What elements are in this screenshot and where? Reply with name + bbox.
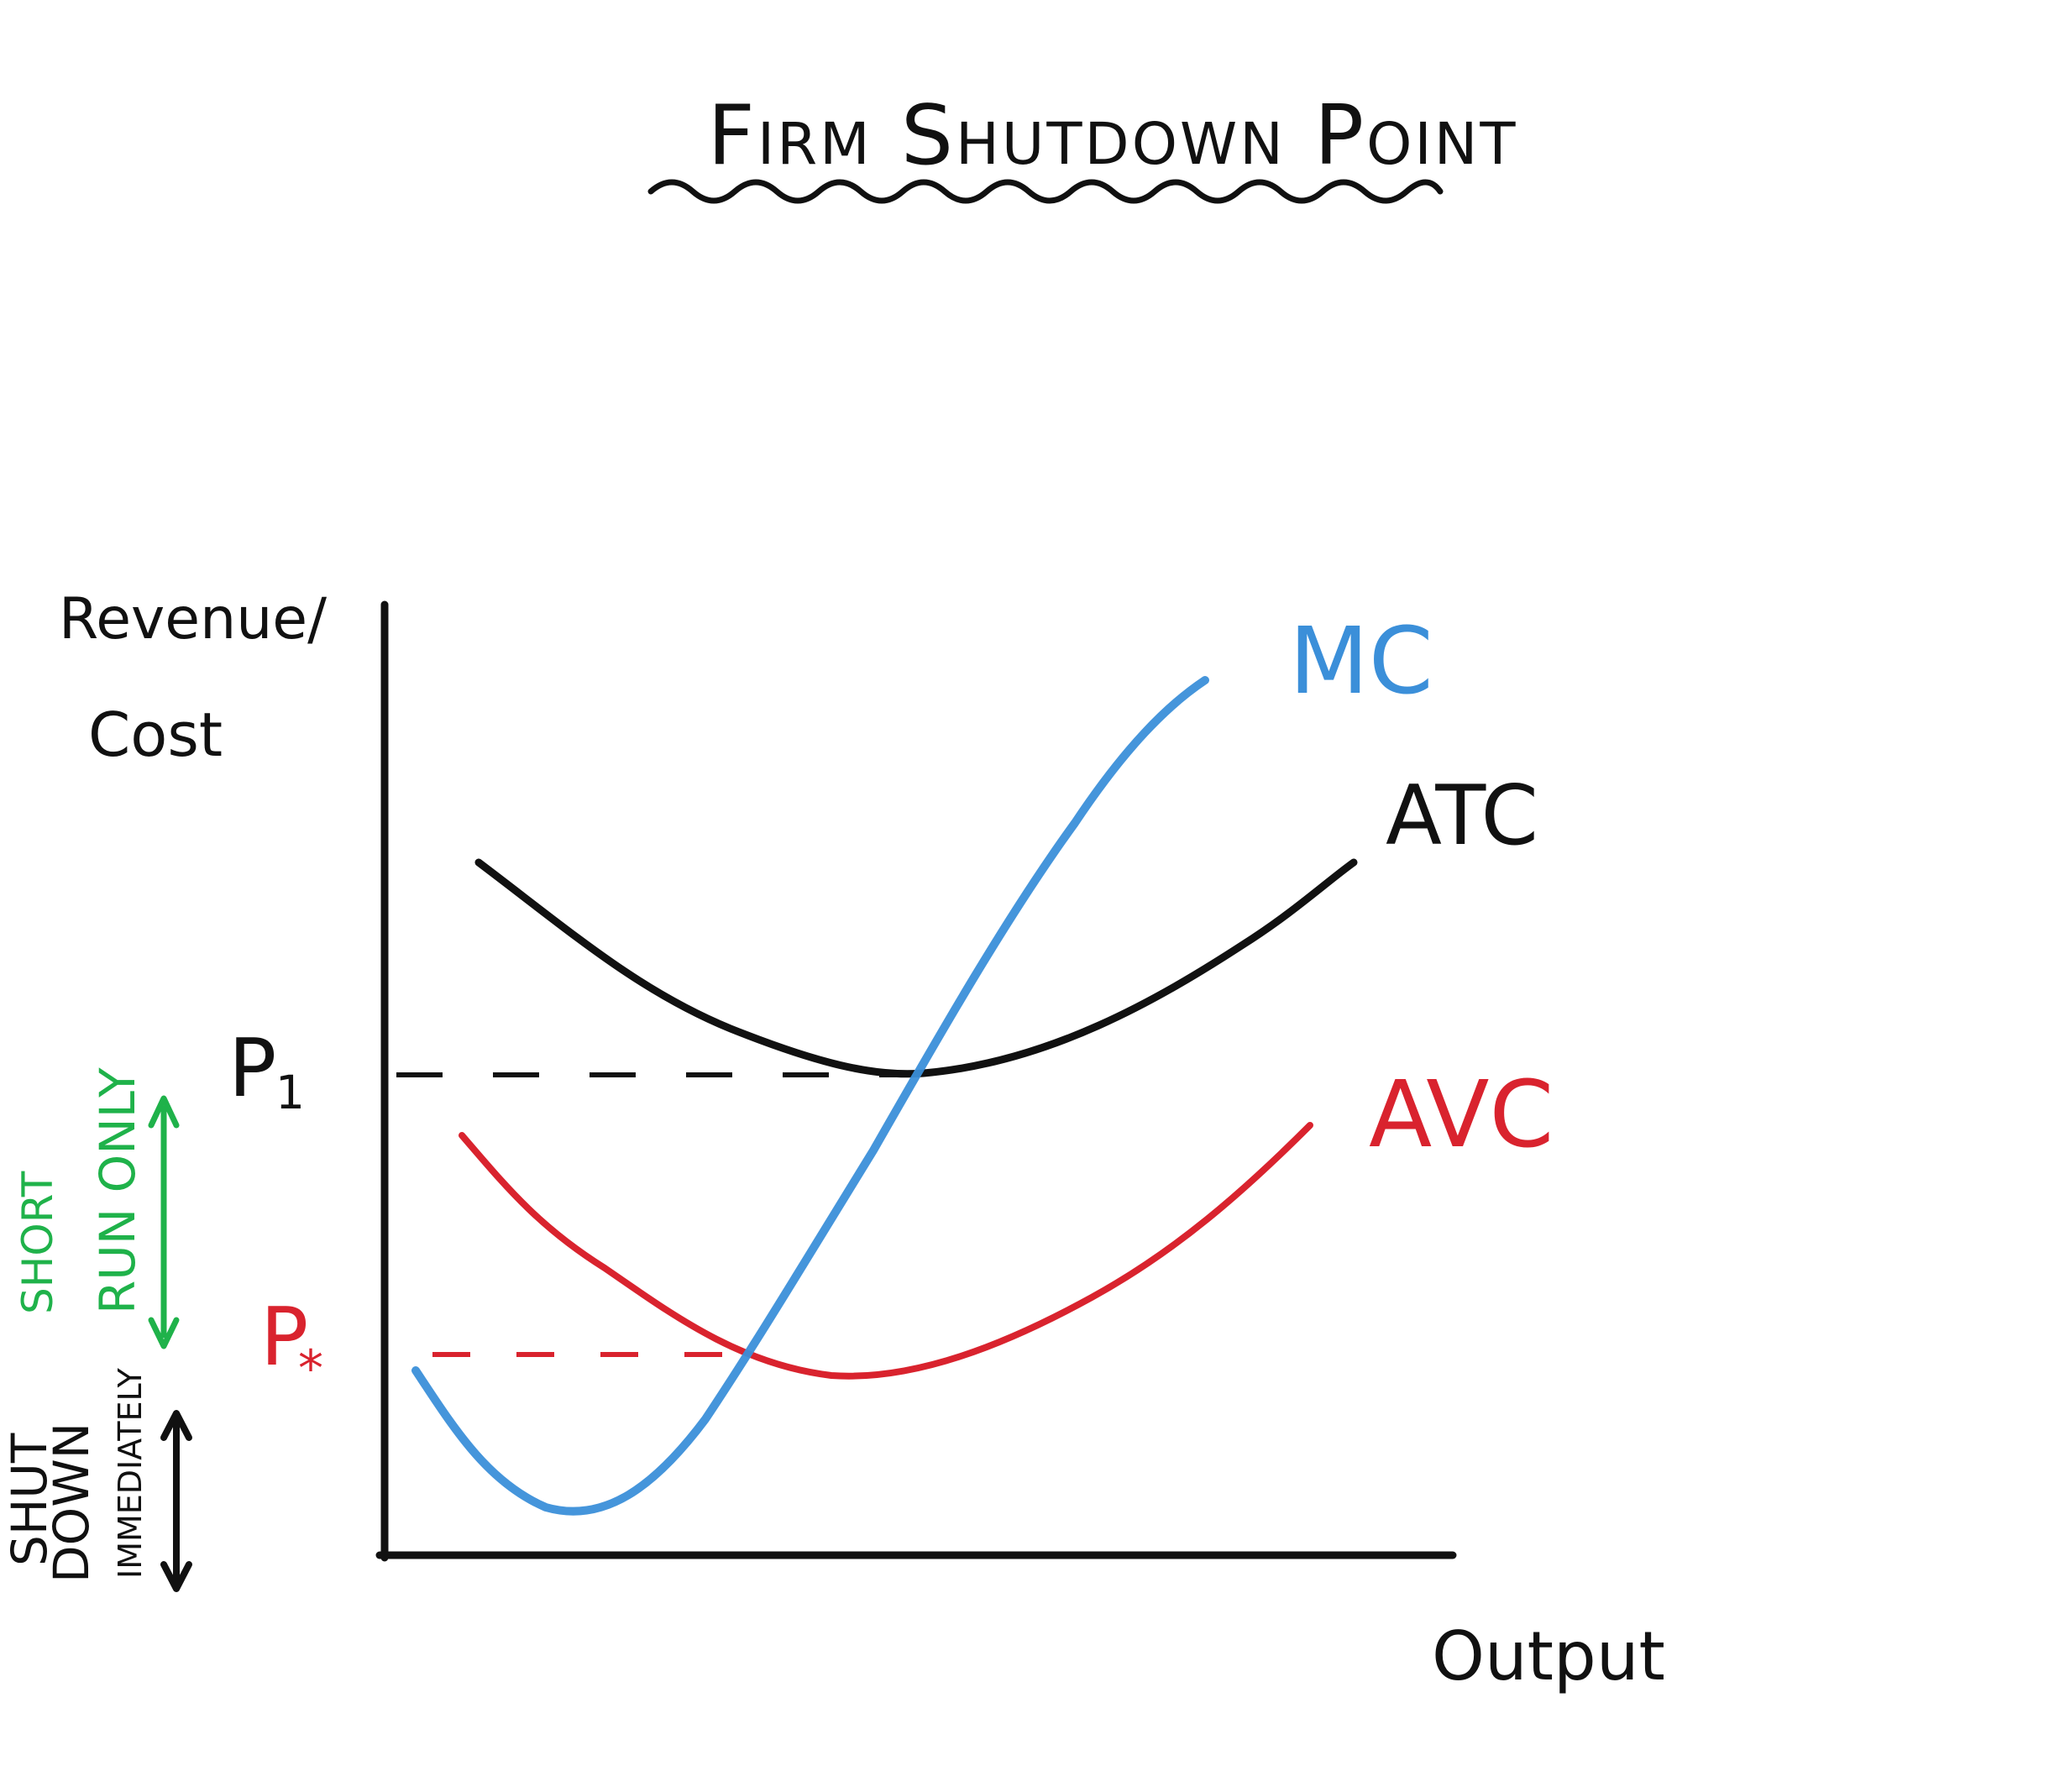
diagram-title: Firm Shutdown Point bbox=[707, 88, 1517, 184]
y-axis-label-line1: Revenue/ bbox=[59, 586, 327, 652]
shutdown-label-line3: IMMEDIATELY bbox=[112, 1367, 149, 1579]
avc-label: AVC bbox=[1369, 1061, 1554, 1168]
pstar-subscript: * bbox=[298, 1339, 323, 1398]
short-run-label-line2: RUN ONLY bbox=[89, 1067, 146, 1314]
shutdown-double-arrow bbox=[160, 1410, 192, 1592]
shutdown-label-line2: DOWN bbox=[43, 1423, 100, 1583]
p1-label: P bbox=[228, 1023, 276, 1115]
x-axis-label: Output bbox=[1432, 1617, 1665, 1695]
short-run-label-line1: SHORT bbox=[13, 1171, 62, 1314]
shutdown-label-line1: SHUT bbox=[1, 1433, 58, 1566]
atc-curve bbox=[474, 858, 1358, 1078]
mc-curve bbox=[411, 676, 1209, 1516]
pstar-label: P bbox=[260, 1292, 308, 1384]
y-axis-label-line2: Cost bbox=[88, 700, 223, 770]
mc-label: MC bbox=[1289, 607, 1433, 715]
title-wavy-underline bbox=[647, 179, 1444, 204]
avc-curve bbox=[459, 1122, 1313, 1380]
short-run-double-arrow bbox=[148, 1095, 180, 1349]
atc-label: ATC bbox=[1386, 768, 1538, 864]
p1-subscript: 1 bbox=[275, 1066, 305, 1119]
